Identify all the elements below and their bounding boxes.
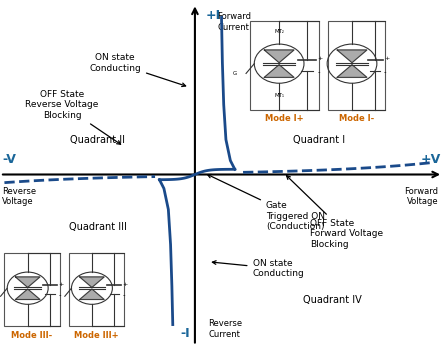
Text: Mode III+: Mode III+ — [74, 331, 119, 340]
Text: ON state
Conducting: ON state Conducting — [89, 53, 186, 87]
Text: +: + — [123, 282, 128, 287]
Text: Quadrant I: Quadrant I — [293, 135, 345, 144]
Text: -V: -V — [2, 153, 16, 166]
Polygon shape — [16, 289, 40, 299]
Polygon shape — [337, 50, 367, 63]
Polygon shape — [264, 50, 294, 63]
Text: -I: -I — [181, 327, 190, 340]
Polygon shape — [16, 277, 40, 287]
Text: Mode III-: Mode III- — [12, 331, 53, 340]
Text: -: - — [384, 69, 386, 75]
Polygon shape — [337, 65, 367, 77]
Bar — [250, 21, 319, 110]
Text: +: + — [317, 56, 323, 61]
Polygon shape — [264, 65, 294, 77]
Text: Quadrant IV: Quadrant IV — [303, 295, 361, 305]
Polygon shape — [80, 289, 104, 299]
Text: MT₁: MT₁ — [274, 93, 284, 98]
Text: +: + — [58, 282, 64, 287]
Text: ON state
Conducting: ON state Conducting — [212, 259, 304, 279]
Text: +I: +I — [206, 9, 221, 22]
Text: -: - — [58, 292, 61, 298]
Polygon shape — [80, 277, 104, 287]
Text: Quadrant II: Quadrant II — [70, 135, 125, 144]
Bar — [4, 253, 60, 326]
Text: G: G — [232, 71, 237, 76]
Text: +: + — [384, 56, 389, 61]
Bar — [69, 253, 124, 326]
Text: -: - — [317, 69, 320, 75]
Text: Forward
Current: Forward Current — [217, 12, 251, 32]
Text: Reverse
Current: Reverse Current — [208, 319, 242, 339]
Text: MT₂: MT₂ — [274, 29, 284, 34]
Text: Quadrant III: Quadrant III — [69, 222, 126, 232]
Bar — [328, 21, 385, 110]
Text: Reverse
Voltage: Reverse Voltage — [2, 187, 36, 206]
Text: Forward
Voltage: Forward Voltage — [404, 187, 439, 206]
Text: +V: +V — [420, 153, 441, 166]
Text: OFF State
Reverse Voltage
Blocking: OFF State Reverse Voltage Blocking — [25, 90, 120, 144]
Text: -: - — [123, 292, 125, 298]
Text: Gate
Triggered ON
(Conduction): Gate Triggered ON (Conduction) — [208, 174, 325, 231]
Text: Mode I+: Mode I+ — [265, 114, 304, 123]
Text: Mode I-: Mode I- — [339, 114, 374, 123]
Text: OFF State
Forward Voltage
Blocking: OFF State Forward Voltage Blocking — [287, 176, 383, 249]
